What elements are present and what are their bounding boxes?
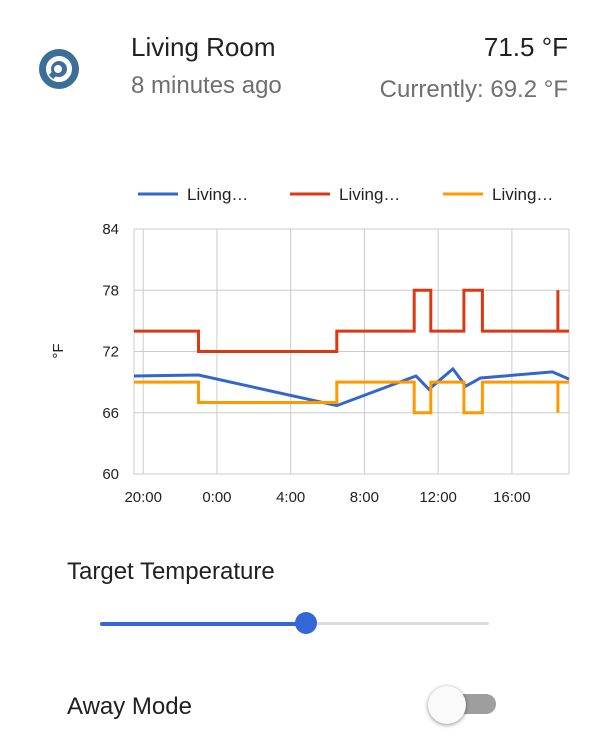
legend-item-1[interactable]: Living… <box>138 185 248 204</box>
y-tick-label: 78 <box>102 282 119 299</box>
slider-fill <box>100 622 307 626</box>
x-tick-label: 4:00 <box>276 489 305 506</box>
last-changed-time: 8 minutes ago <box>131 72 282 99</box>
legend-item-2[interactable]: Living… <box>290 185 400 204</box>
y-tick-label: 84 <box>102 221 119 238</box>
slider-thumb[interactable] <box>295 612 318 634</box>
temperature-history-chart[interactable]: Living… Living… Living… 60 66 72 78 84 20:00 0:0… <box>0 170 609 520</box>
away-mode-label: Away Mode <box>67 693 192 720</box>
x-tick-label: 0:00 <box>202 489 231 506</box>
legend-label: Living… <box>187 185 248 204</box>
thermostat-icon[interactable] <box>38 48 80 90</box>
toggle-thumb[interactable] <box>428 686 466 724</box>
x-tick-label: 16:00 <box>493 489 531 506</box>
target-temperature-label: Target Temperature <box>67 558 275 585</box>
room-name[interactable]: Living Room <box>131 32 276 62</box>
x-tick-label: 8:00 <box>350 489 379 506</box>
target-temperature-slider[interactable] <box>100 612 489 636</box>
y-tick-label: 60 <box>102 466 119 483</box>
chart-series <box>133 288 570 415</box>
x-tick-label: 20:00 <box>124 489 162 506</box>
target-temperature-value: 71.5 °F <box>483 32 568 62</box>
series-line-1 <box>133 366 570 408</box>
series-line-2 <box>134 288 569 353</box>
current-temperature-value: Currently: 69.2 °F <box>379 76 568 103</box>
series-line-3 <box>134 380 569 415</box>
thermostat-header: Living Room 8 minutes ago 71.5 °F Curren… <box>0 0 609 130</box>
away-mode-toggle[interactable] <box>428 686 504 724</box>
legend-label: Living… <box>339 185 400 204</box>
x-tick-label: 12:00 <box>419 489 457 506</box>
chart-legend[interactable]: Living… Living… Living… <box>138 185 553 204</box>
chart-axes: 60 66 72 78 84 20:00 0:00 4:00 8:00 12:00 16:00 <box>102 221 530 506</box>
y-tick-label: 66 <box>102 405 119 422</box>
legend-item-3[interactable]: Living… <box>443 185 553 204</box>
y-axis-label: °F <box>50 343 67 358</box>
y-tick-label: 72 <box>102 344 119 361</box>
legend-label: Living… <box>492 185 553 204</box>
